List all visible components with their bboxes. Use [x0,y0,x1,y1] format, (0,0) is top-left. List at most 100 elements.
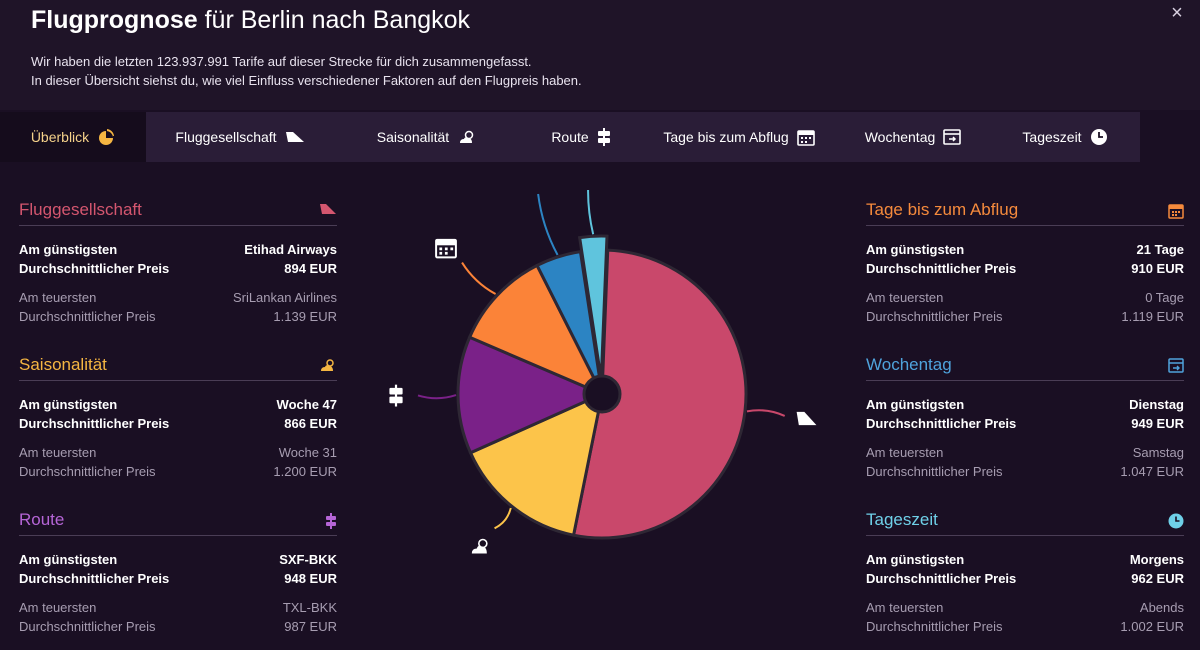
avg-label: Durchschnittlicher Preis [866,619,1003,634]
cheapest-row: Am günstigsten 21 Tage [866,240,1184,259]
tab-overview[interactable]: Überblick [0,112,146,162]
tab-label: Tageszeit [1022,129,1082,145]
pie-group [456,234,748,540]
avg-label: Durchschnittlicher Preis [19,464,156,479]
expensive-value: SriLankan Airlines [232,290,337,305]
panel-airline: Fluggesellschaft Am günstigsten Etihad Ai… [19,200,337,326]
panel-title: Tageszeit [866,510,938,529]
expensive-price-row: Durchschnittlicher Preis 1.002 EUR [866,617,1184,636]
plane-icon[interactable] [796,411,817,426]
cheapest-price: 910 EUR [1131,261,1184,276]
cheapest-price: 949 EUR [1131,416,1184,431]
weather-icon[interactable] [470,538,488,555]
expensive-price: 1.139 EUR [273,309,337,324]
pie-leader-line [494,507,512,530]
expensive-price-row: Durchschnittlicher Preis 1.047 EUR [866,462,1184,481]
panel-head: Tageszeit [866,510,1184,536]
avg-label: Durchschnittlicher Preis [19,571,170,586]
title-rest: für Berlin nach Bangkok [197,6,471,34]
expensive-label: Am teuersten [866,290,944,305]
expensive-price: 1.047 EUR [1120,464,1184,479]
pie-slice-tage-bis-zum-abflug[interactable] [467,263,606,398]
route-icon[interactable] [389,384,403,407]
panel-title: Wochentag [866,355,952,374]
week-icon [943,129,962,145]
header: Flugprognose für Berlin nach Bangkok Wir… [0,0,1200,110]
expensive-label: Am teuersten [866,600,944,615]
tab-label: Fluggesellschaft [175,129,277,145]
tab-label: Saisonalität [376,129,450,145]
pie-slice-saisonalität[interactable] [468,391,605,537]
panel-title: Saisonalität [19,355,107,374]
clock-icon [1168,513,1184,529]
pie-slice-tageszeit[interactable] [577,234,609,381]
expensive-value: Woche 31 [278,445,337,460]
close-button[interactable]: × [1171,2,1183,24]
cheapest-value: Dienstag [1129,397,1184,412]
avg-label: Durchschnittlicher Preis [866,464,1003,479]
cheapest-row: Am günstigsten Woche 47 [19,395,337,414]
expensive-label: Am teuersten [19,290,97,305]
expensive-price: 1.002 EUR [1120,619,1184,634]
cheapest-value: 21 Tage [1136,242,1184,257]
pie-leader-line [746,409,786,417]
panel-title: Fluggesellschaft [19,200,142,219]
expensive-price: 1.119 EUR [1121,309,1184,324]
cheapest-value: Woche 47 [276,397,337,412]
panel-head: Saisonalität [19,355,337,381]
cheapest-label: Am günstigsten [19,242,118,257]
cheapest-price-row: Durchschnittlicher Preis 894 EUR [19,259,337,278]
expensive-value: Samstag [1132,445,1184,460]
tab-label: Tage bis zum Abflug [663,129,789,145]
cheapest-price: 962 EUR [1131,571,1184,586]
panel-daytime: Tageszeit Am günstigsten Morgens Durchsch… [866,510,1184,636]
expensive-row: Am teuersten Woche 31 [19,443,337,462]
pie-slice-route[interactable] [456,335,606,455]
expensive-row: Am teuersten Abends [866,598,1184,617]
avg-label: Durchschnittlicher Preis [19,261,170,276]
cheapest-label: Am günstigsten [866,242,965,257]
expensive-price-row: Durchschnittlicher Preis 1.200 EUR [19,462,337,481]
pie-leader-line [417,394,457,400]
expensive-row: Am teuersten Samstag [866,443,1184,462]
panel-days: Tage bis zum Abflug Am günstigsten 21 Tag… [866,200,1184,326]
tab-route[interactable]: Route [520,112,642,162]
pie-leader-line [537,193,559,256]
pie-chart [389,190,817,555]
cheapest-price-row: Durchschnittlicher Preis 910 EUR [866,259,1184,278]
calendar-icon[interactable] [435,238,457,259]
pie-icon [99,129,115,145]
weather-icon [321,359,334,371]
description-line-2: In dieser Übersicht siehst du, wie viel … [31,73,582,88]
tab-weekday[interactable]: Wochentag [836,112,990,162]
expensive-label: Am teuersten [19,600,97,615]
calendar-icon [1168,204,1184,219]
clock-icon [1090,129,1107,145]
tab-daytime[interactable]: Tageszeit [990,112,1140,162]
pie-slice-fluggesellschaft[interactable] [571,248,748,540]
avg-label: Durchschnittlicher Preis [866,261,1017,276]
tab-label: Wochentag [864,129,936,145]
tab-days[interactable]: Tage bis zum Abflug [642,112,836,162]
expensive-price-row: Durchschnittlicher Preis 1.139 EUR [19,307,337,326]
tab-label: Route [551,129,589,145]
expensive-row: Am teuersten SriLankan Airlines [19,288,337,307]
panel-head: Fluggesellschaft [19,200,337,226]
cheapest-price-row: Durchschnittlicher Preis 962 EUR [866,569,1184,588]
cheapest-price-row: Durchschnittlicher Preis 866 EUR [19,414,337,433]
pie-leader-line [587,190,595,235]
tab-airline[interactable]: Fluggesellschaft [146,112,334,162]
expensive-value: 0 Tage [1145,290,1184,305]
expensive-label: Am teuersten [19,445,97,460]
cheapest-price: 894 EUR [284,261,337,276]
avg-label: Durchschnittlicher Preis [19,309,156,324]
weather-icon [460,130,474,143]
avg-label: Durchschnittlicher Preis [866,416,1017,431]
plane-icon [285,132,304,142]
cheapest-label: Am günstigsten [866,397,965,412]
expensive-row: Am teuersten TXL-BKK [19,598,337,617]
cheapest-label: Am günstigsten [19,552,118,567]
cheapest-price-row: Durchschnittlicher Preis 948 EUR [19,569,337,588]
tab-season[interactable]: Saisonalität [334,112,520,162]
cheapest-row: Am günstigsten SXF-BKK [19,550,337,569]
